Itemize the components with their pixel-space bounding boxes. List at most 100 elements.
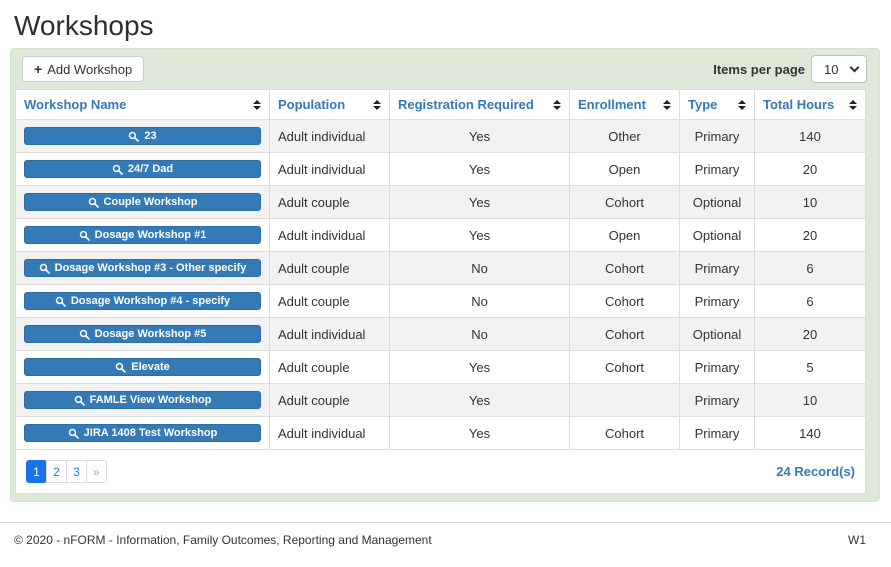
column-header-label: Enrollment bbox=[578, 97, 646, 112]
cell-population: Adult individual bbox=[269, 152, 390, 186]
type-value: Optional bbox=[692, 227, 742, 243]
cell-type: Primary bbox=[679, 383, 755, 417]
workshop-name-button[interactable]: Dosage Workshop #4 - specify bbox=[24, 292, 261, 310]
population-value: Adult couple bbox=[278, 392, 350, 408]
cell-enrollment: Open bbox=[569, 218, 680, 252]
page-button-2[interactable]: 2 bbox=[46, 460, 67, 483]
registration-required-value: Yes bbox=[468, 194, 491, 210]
workshop-name-label: Elevate bbox=[131, 361, 170, 373]
column-header-inner: Population bbox=[278, 97, 381, 112]
total-hours-value: 20 bbox=[802, 326, 818, 342]
population-value: Adult couple bbox=[278, 359, 350, 375]
cell-workshop-name: 23 bbox=[15, 119, 270, 153]
type-value: Primary bbox=[694, 425, 740, 441]
column-header-inner: Workshop Name bbox=[24, 97, 261, 112]
table-row: JIRA 1408 Test Workshop Adult individual… bbox=[15, 416, 866, 450]
footer-version: W1 bbox=[848, 533, 866, 547]
column-header-inner: Enrollment bbox=[578, 97, 671, 112]
workshop-name-button[interactable]: 24/7 Dad bbox=[24, 160, 261, 178]
workshop-name-button[interactable]: Dosage Workshop #3 - Other specify bbox=[24, 259, 261, 277]
workshop-name-button[interactable]: 23 bbox=[24, 127, 261, 145]
items-per-page: Items per page 10 bbox=[713, 55, 867, 83]
sort-icon bbox=[553, 99, 561, 110]
cell-enrollment bbox=[569, 383, 680, 417]
cell-workshop-name: Dosage Workshop #3 - Other specify bbox=[15, 251, 270, 285]
registration-required-value: No bbox=[471, 293, 488, 309]
cell-registration-required: Yes bbox=[389, 218, 570, 252]
page-button-3[interactable]: 3 bbox=[66, 460, 87, 483]
enrollment-value: Cohort bbox=[604, 260, 645, 276]
workshop-name-button[interactable]: FAMLE View Workshop bbox=[24, 391, 261, 409]
cell-type: Primary bbox=[679, 119, 755, 153]
search-icon bbox=[68, 428, 79, 439]
workshop-name-label: Dosage Workshop #5 bbox=[94, 328, 207, 340]
cell-enrollment: Cohort bbox=[569, 350, 680, 384]
column-header-population[interactable]: Population bbox=[269, 89, 390, 120]
sort-icon bbox=[373, 99, 381, 110]
cell-workshop-name: Elevate bbox=[15, 350, 270, 384]
population-value: Adult individual bbox=[278, 128, 366, 144]
type-value: Primary bbox=[694, 260, 740, 276]
search-icon bbox=[55, 296, 66, 307]
column-header-registration-required[interactable]: Registration Required bbox=[389, 89, 570, 120]
cell-registration-required: Yes bbox=[389, 416, 570, 450]
page-button-1[interactable]: 1 bbox=[26, 460, 47, 483]
cell-enrollment: Cohort bbox=[569, 416, 680, 450]
column-header-type[interactable]: Type bbox=[679, 89, 755, 120]
registration-required-value: No bbox=[471, 260, 488, 276]
cell-enrollment: Cohort bbox=[569, 251, 680, 285]
registration-required-value: No bbox=[471, 326, 488, 342]
table-body: 23 Adult individual Yes Other Primary 14… bbox=[15, 119, 866, 450]
next-page-button[interactable]: » bbox=[86, 460, 107, 483]
workshop-name-button[interactable]: Couple Workshop bbox=[24, 193, 261, 211]
total-hours-value: 140 bbox=[799, 128, 821, 144]
column-header-workshop-name[interactable]: Workshop Name bbox=[15, 89, 270, 120]
type-value: Primary bbox=[694, 392, 740, 408]
total-hours-value: 10 bbox=[802, 194, 818, 210]
population-value: Adult individual bbox=[278, 326, 366, 342]
page-footer: © 2020 - nFORM - Information, Family Out… bbox=[0, 523, 891, 547]
table-header-row: Workshop Name Population Registration Requ… bbox=[15, 89, 866, 120]
cell-population: Adult couple bbox=[269, 383, 390, 417]
population-value: Adult individual bbox=[278, 161, 366, 177]
items-per-page-select-wrap: 10 bbox=[811, 55, 867, 83]
cell-type: Primary bbox=[679, 251, 755, 285]
total-hours-value: 20 bbox=[802, 227, 818, 243]
column-header-enrollment[interactable]: Enrollment bbox=[569, 89, 680, 120]
workshop-name-button[interactable]: Elevate bbox=[24, 358, 261, 376]
workshop-name-button[interactable]: Dosage Workshop #5 bbox=[24, 325, 261, 343]
column-header-total-hours[interactable]: Total Hours bbox=[754, 89, 866, 120]
cell-population: Adult couple bbox=[269, 251, 390, 285]
cell-total-hours: 140 bbox=[754, 119, 866, 153]
page-title: Workshops bbox=[14, 10, 154, 41]
add-workshop-button[interactable]: + Add Workshop bbox=[22, 56, 145, 82]
total-hours-value: 6 bbox=[806, 293, 814, 309]
sort-icon bbox=[253, 99, 261, 110]
total-hours-value: 140 bbox=[799, 425, 821, 441]
cell-total-hours: 10 bbox=[754, 383, 866, 417]
table-row: 24/7 Dad Adult individual Yes Open Prima… bbox=[15, 152, 866, 186]
cell-population: Adult individual bbox=[269, 218, 390, 252]
workshop-name-button[interactable]: Dosage Workshop #1 bbox=[24, 226, 261, 244]
column-header-label: Total Hours bbox=[763, 97, 835, 112]
workshop-name-button[interactable]: JIRA 1408 Test Workshop bbox=[24, 424, 261, 442]
items-per-page-select[interactable]: 10 bbox=[811, 55, 867, 83]
type-value: Primary bbox=[694, 128, 740, 144]
registration-required-value: Yes bbox=[468, 425, 491, 441]
registration-required-value: Yes bbox=[468, 359, 491, 375]
type-value: Optional bbox=[692, 194, 742, 210]
cell-workshop-name: Dosage Workshop #1 bbox=[15, 218, 270, 252]
workshop-name-label: Dosage Workshop #4 - specify bbox=[70, 295, 231, 307]
search-icon bbox=[88, 197, 99, 208]
toolbar: + Add Workshop Items per page 10 bbox=[11, 49, 879, 89]
workshop-name-label: FAMLE View Workshop bbox=[89, 394, 212, 406]
column-header-label: Workshop Name bbox=[24, 97, 127, 112]
panel-bottom-padding bbox=[11, 494, 879, 501]
cell-population: Adult individual bbox=[269, 416, 390, 450]
cell-type: Primary bbox=[679, 416, 755, 450]
cell-population: Adult individual bbox=[269, 317, 390, 351]
cell-enrollment: Open bbox=[569, 152, 680, 186]
column-header-inner: Registration Required bbox=[398, 97, 561, 112]
cell-workshop-name: JIRA 1408 Test Workshop bbox=[15, 416, 270, 450]
cell-total-hours: 6 bbox=[754, 251, 866, 285]
